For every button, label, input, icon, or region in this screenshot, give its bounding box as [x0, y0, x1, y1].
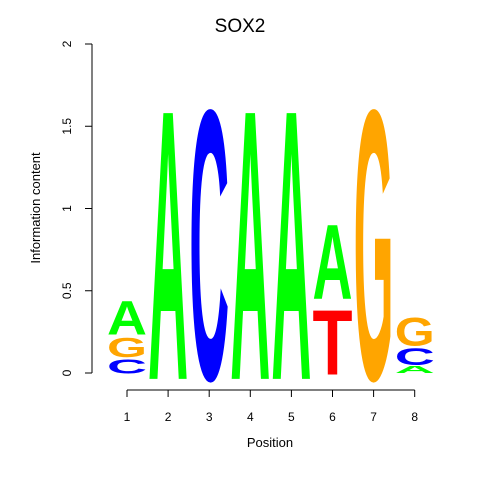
y-axis-label: Information content	[28, 152, 43, 264]
y-tick-label: 2	[60, 40, 74, 47]
y-tick-label: 0.5	[60, 282, 74, 299]
x-tick-label: 8	[411, 410, 418, 424]
y-tick-label: 1.5	[60, 118, 74, 135]
x-tick-label: 6	[329, 410, 336, 424]
logo-letter-g: G	[395, 309, 435, 354]
x-tick-label: 2	[165, 410, 172, 424]
logo-letter-a: A	[230, 30, 270, 461]
x-tick-label: 5	[288, 410, 295, 424]
x-tick-label: 4	[247, 410, 254, 424]
y-tick-label: 0	[60, 369, 74, 376]
logo-letter-g: G	[107, 331, 147, 363]
logo-letter-a: A	[271, 30, 311, 461]
logo-letters: CGA A C A A TA G ACG	[107, 30, 435, 461]
x-tick-label: 7	[370, 410, 377, 424]
x-axis: 1 2 3 4 5 6 7 8	[124, 389, 418, 424]
logo-letter-a: A	[395, 364, 435, 375]
logo-letter-c: C	[395, 344, 435, 371]
chart-title: SOX2	[215, 16, 266, 37]
x-tick-label: 3	[206, 410, 213, 424]
logo-letter-g: G	[354, 31, 394, 461]
logo-letter-a: A	[313, 204, 353, 323]
y-axis: 0 0.5 1 1.5 2	[60, 40, 93, 376]
logo-letter-a: A	[107, 292, 147, 346]
logo-letter-t: T	[313, 290, 353, 394]
x-tick-label: 1	[124, 410, 131, 424]
logo-letter-c: C	[107, 355, 147, 378]
x-axis-label: Position	[247, 435, 293, 450]
logo-letter-c: C	[189, 30, 229, 461]
logo-letter-a: A	[148, 30, 188, 461]
y-tick-label: 1	[60, 205, 74, 212]
